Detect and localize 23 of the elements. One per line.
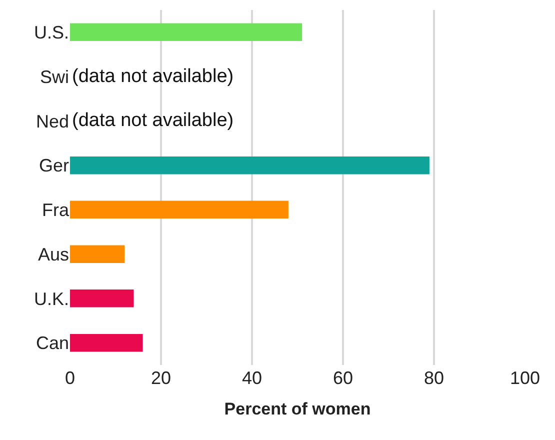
bar — [70, 23, 302, 42]
y-tick-label: U.S. — [34, 22, 69, 42]
x-tick-label: 100 — [510, 368, 540, 388]
y-tick-label: Swi — [40, 66, 69, 87]
bar — [70, 156, 430, 174]
bar — [70, 334, 143, 352]
bar — [70, 200, 288, 219]
bar — [70, 245, 125, 263]
y-tick-label: Ger — [38, 156, 69, 176]
annotation: (data not available) — [72, 66, 234, 87]
y-tick-label: U.K. — [34, 288, 69, 309]
y-tick-label: Ned — [36, 111, 69, 132]
x-tick-label: 80 — [424, 368, 444, 388]
x-tick-label: 40 — [242, 368, 262, 388]
y-tick-label: Fra — [42, 200, 70, 220]
x-tick-label: 20 — [150, 368, 172, 388]
bar — [70, 290, 134, 308]
x-tick-label: 0 — [64, 368, 76, 388]
x-tick-label: 60 — [332, 368, 354, 388]
annotation: (data not available) — [72, 110, 234, 131]
y-tick-label: Can — [36, 333, 69, 354]
x-axis-title: Percent of women — [224, 399, 371, 418]
y-tick-label: Aus — [38, 244, 69, 264]
